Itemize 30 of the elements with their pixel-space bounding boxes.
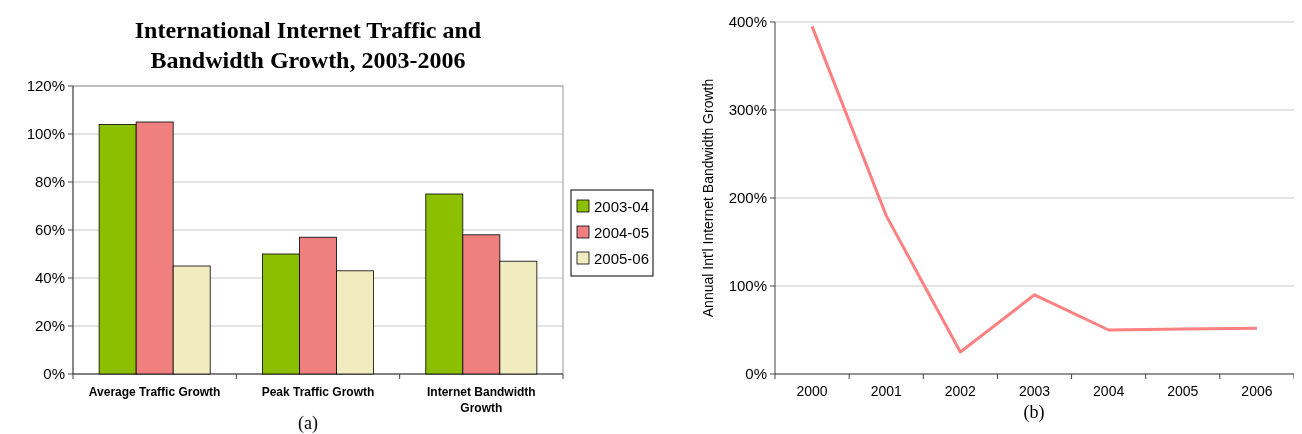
- x-tick-label: 2003: [1018, 383, 1051, 399]
- y-tick-label: 80%: [34, 173, 65, 191]
- x-tick-label: 2001: [870, 383, 902, 399]
- y-tick-label: 40%: [34, 269, 65, 287]
- y-tick-label: 120%: [26, 77, 65, 95]
- x-tick-label: Average Traffic Growth: [88, 385, 221, 399]
- text: (b): [1023, 402, 1045, 423]
- legend-label: 2003-04: [594, 198, 650, 215]
- legend-label: 2005-06: [594, 250, 650, 267]
- x-tick-label: 2000: [796, 383, 828, 399]
- y-tick-label: 300%: [728, 101, 767, 119]
- x-tick-label: 2005: [1167, 383, 1199, 399]
- y-tick-label: 100%: [26, 125, 65, 143]
- chart-title: International Internet Traffic and Bandwidth Growth, 2003-2006: [134, 17, 482, 73]
- legend-label: 2004-05: [594, 224, 650, 241]
- y-tick-label: 400%: [728, 13, 767, 31]
- line-series: [810, 24, 1259, 354]
- y-tick-label: 60%: [34, 221, 65, 239]
- y-tick-label: 100%: [728, 277, 767, 295]
- text: (a): [298, 413, 318, 434]
- y-tick-label: 20%: [34, 317, 65, 335]
- y-axis-title: Annual Int'l Internet Bandwidth Growth: [700, 78, 716, 318]
- x-tick-label: Peak Traffic Growth: [261, 385, 375, 399]
- y-tick-label: 200%: [728, 189, 767, 207]
- x-tick-label: 2006: [1241, 383, 1273, 399]
- y-tick-label: 0%: [745, 365, 767, 383]
- y-tick-label: 0%: [43, 365, 65, 383]
- x-tick-label: Internet Bandwidth Growth: [427, 385, 536, 415]
- x-tick-label: 2004: [1093, 383, 1125, 399]
- x-tick-label: 2002: [944, 383, 977, 399]
